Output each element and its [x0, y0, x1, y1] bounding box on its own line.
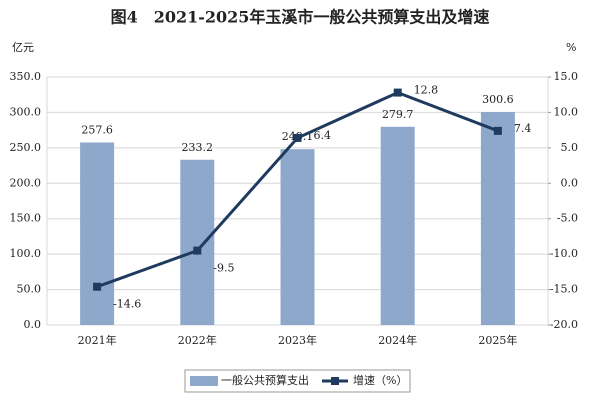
legend-box — [184, 369, 411, 393]
legend-label: 增速（%） — [353, 373, 407, 387]
legend-swatch — [331, 377, 339, 385]
y2-tick-label: -20.0 — [550, 318, 578, 331]
bar — [380, 126, 415, 326]
bar — [480, 112, 515, 326]
y-tick-label: 50.0 — [17, 283, 42, 296]
line-value-label: -14.6 — [113, 298, 141, 311]
y-unit: 亿元 — [12, 41, 34, 54]
y-tick-label: 100.0 — [10, 247, 42, 260]
y2-tick-label: 0.0 — [561, 176, 579, 189]
line-marker — [93, 282, 102, 291]
y2-tick-label: 10.0 — [554, 105, 579, 118]
y2-tick-label: 15.0 — [554, 70, 579, 83]
x-tick-label: 2022年 — [178, 333, 217, 347]
line-marker — [493, 126, 502, 135]
y-tick-label: 350.0 — [10, 70, 42, 83]
bar-value-label: 233.2 — [182, 141, 214, 154]
line-value-label: 7.4 — [514, 122, 532, 135]
x-tick-label: 2021年 — [78, 333, 117, 347]
bar-value-label: 279.7 — [382, 108, 414, 121]
line-value-label: -9.5 — [213, 262, 234, 275]
y2-unit: % — [566, 41, 576, 54]
legend-label: 一般公共预算支出 — [221, 373, 309, 387]
y-tick-label: 250.0 — [10, 141, 42, 154]
x-tick-label: 2024年 — [378, 333, 417, 347]
chart-title: 图4 2021-2025年玉溪市一般公共预算支出及增速 — [111, 8, 490, 27]
y2-tick-label: -5.0 — [557, 212, 578, 225]
bar — [180, 159, 215, 325]
line-value-label: 6.4 — [314, 129, 332, 142]
bar-value-label: 300.6 — [482, 93, 514, 106]
line-value-label: 12.8 — [414, 84, 439, 97]
legend-swatch — [190, 376, 218, 386]
bar — [80, 142, 115, 325]
y2-tick-label: -10.0 — [550, 247, 578, 260]
x-tick-label: 2023年 — [278, 333, 317, 347]
y-tick-label: 300.0 — [10, 105, 42, 118]
y-tick-label: 0.0 — [24, 318, 42, 331]
x-tick-label: 2025年 — [478, 333, 517, 347]
y-tick-label: 200.0 — [10, 176, 42, 189]
line-marker — [193, 246, 202, 255]
bar-value-label: 257.6 — [81, 123, 113, 136]
y-tick-label: 150.0 — [10, 212, 42, 225]
bar — [280, 149, 315, 325]
y2-tick-label: -15.0 — [550, 283, 578, 296]
line-marker — [293, 133, 302, 142]
y2-tick-label: 5.0 — [561, 141, 579, 154]
line-marker — [393, 88, 402, 97]
